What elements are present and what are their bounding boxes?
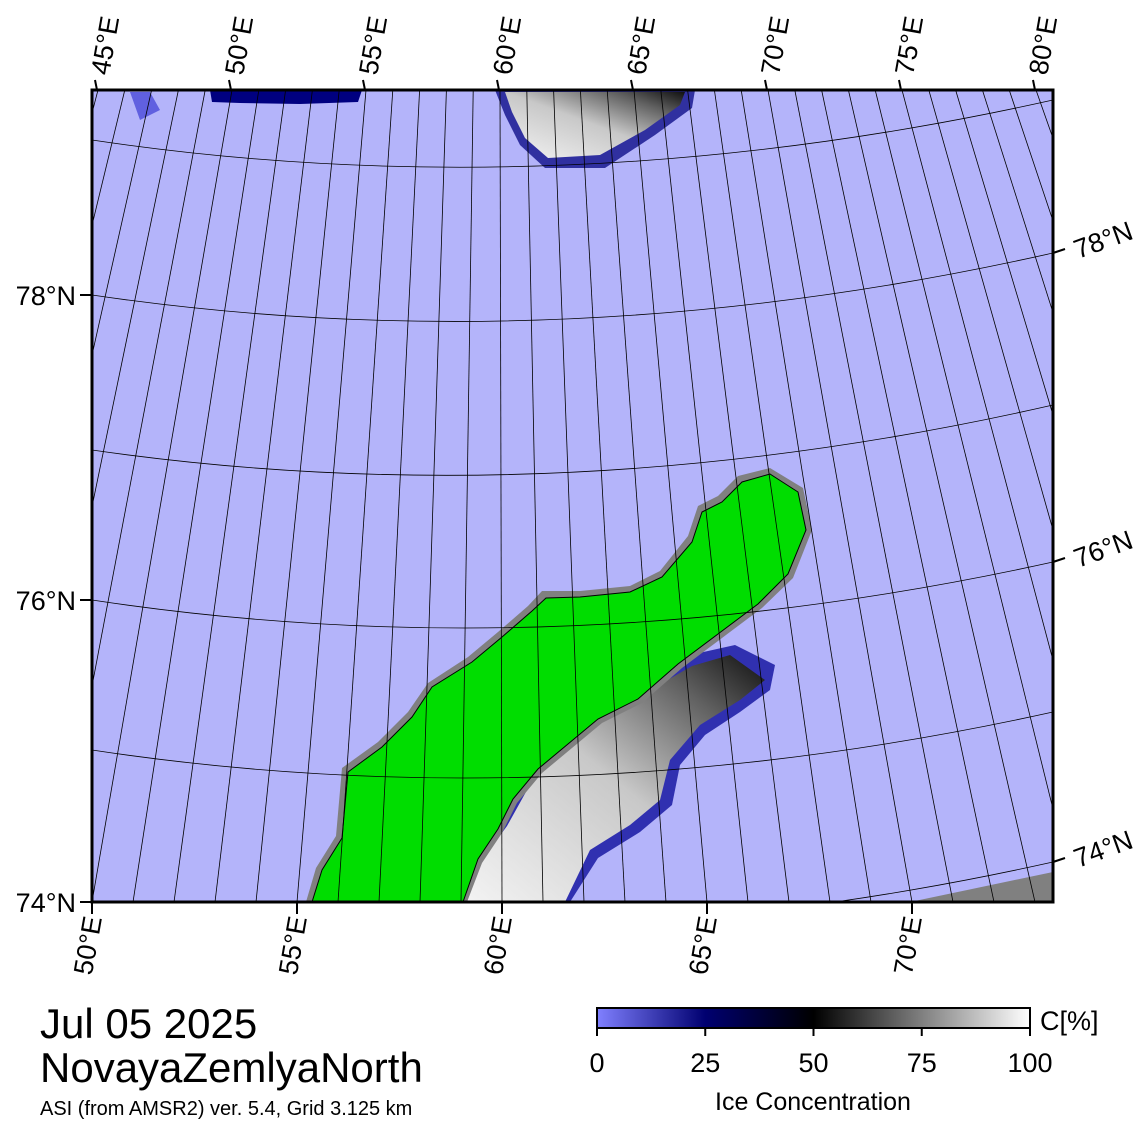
meridian [92,90,233,902]
svalbard-edge [210,90,362,104]
meridian [982,90,1053,314]
parallel [92,252,1053,322]
meridian [767,90,913,902]
graticule [0,90,1147,902]
colorbar-tick-label: 50 [798,1048,828,1078]
parallel [92,711,1053,779]
meridian [92,90,152,357]
tick [496,79,500,91]
meridian [1116,90,1147,902]
lat-label: 76°N [16,586,76,616]
meridian [132,90,260,902]
lat-label: 78°N [1070,216,1137,265]
lat-label: 74°N [16,888,76,918]
lon-label: 55°E [353,14,393,77]
meridian [794,90,954,902]
meridian [928,90,1053,532]
meridian [606,90,667,902]
tick [1052,857,1066,863]
ice-edge [130,92,160,120]
meridian [0,90,18,902]
lat-label: 76°N [1070,525,1137,574]
meridian [1063,90,1147,902]
colorbar [596,1007,1031,1029]
meridian [92,90,206,689]
meridian [821,90,995,902]
colorbar-tick-label: 100 [1007,1048,1052,1078]
region: NovayaZemlyaNorth [40,1044,423,1091]
lon-label: 80°E [1023,14,1063,77]
lon-label: 65°E [621,14,661,77]
lon-label: 70°E [888,914,928,977]
tick [1052,248,1066,254]
meridian [580,90,626,902]
meridian [1143,90,1147,902]
parallel [92,861,1053,902]
meridian [337,90,394,902]
lon-label: 70°E [755,14,795,77]
meridian [0,90,71,902]
meridian [419,90,447,902]
meridian [526,90,544,902]
tick [94,79,98,91]
meridian [633,90,708,902]
meridian [553,90,585,902]
meridian [687,90,790,902]
sea-ice [460,655,765,902]
tick [362,79,366,91]
meridian [173,90,286,902]
meridian [955,90,1053,417]
meridian [1090,90,1147,902]
colorbar-title: Ice Concentration [715,1088,911,1116]
parallel [92,404,1053,476]
meridian [92,90,99,115]
colorbar-unit: C[%] [1040,1006,1099,1036]
meridian [296,90,367,902]
lon-label: 65°E [683,914,723,977]
meridian [0,90,44,902]
tick [1032,79,1036,91]
franz-josef-ice [505,92,685,158]
colorbar-tick-label: 75 [907,1048,937,1078]
parallel [92,561,1053,629]
colorbar-tick-label: 25 [690,1048,720,1078]
lon-label: 45°E [85,14,125,77]
lat-label: 74°N [1070,825,1137,874]
parallel [92,99,1053,168]
lon-label: 60°E [478,914,518,977]
meridian [714,90,831,902]
lon-label: 55°E [273,914,313,977]
meridian [660,90,749,902]
colorbar-tick-label: 0 [589,1048,604,1078]
novaya-zemlya [311,473,807,902]
tick [764,79,768,91]
map-frame [90,88,1055,904]
tick [228,79,232,91]
tick [1052,557,1066,563]
lon-label: 50°E [68,914,108,977]
tick [898,79,902,91]
lon-label: 60°E [487,14,527,77]
meridian [499,90,503,902]
meridian [848,90,1036,902]
tick [630,79,634,91]
lat-label: 78°N [16,281,76,311]
map-area [0,90,1147,902]
meridian [214,90,313,902]
meridian [901,90,1053,662]
meridian [460,90,474,902]
meridian [740,90,872,902]
meridian [255,90,340,902]
yamal-land [910,872,1053,902]
lon-label: 50°E [219,14,259,77]
meridian [92,90,179,509]
lon-label: 75°E [889,14,929,77]
date: Jul 05 2025 [40,1000,257,1047]
source: ASI (from AMSR2) ver. 5.4, Grid 3.125 km [40,1098,412,1120]
meridian [378,90,420,902]
meridian [874,90,1053,811]
